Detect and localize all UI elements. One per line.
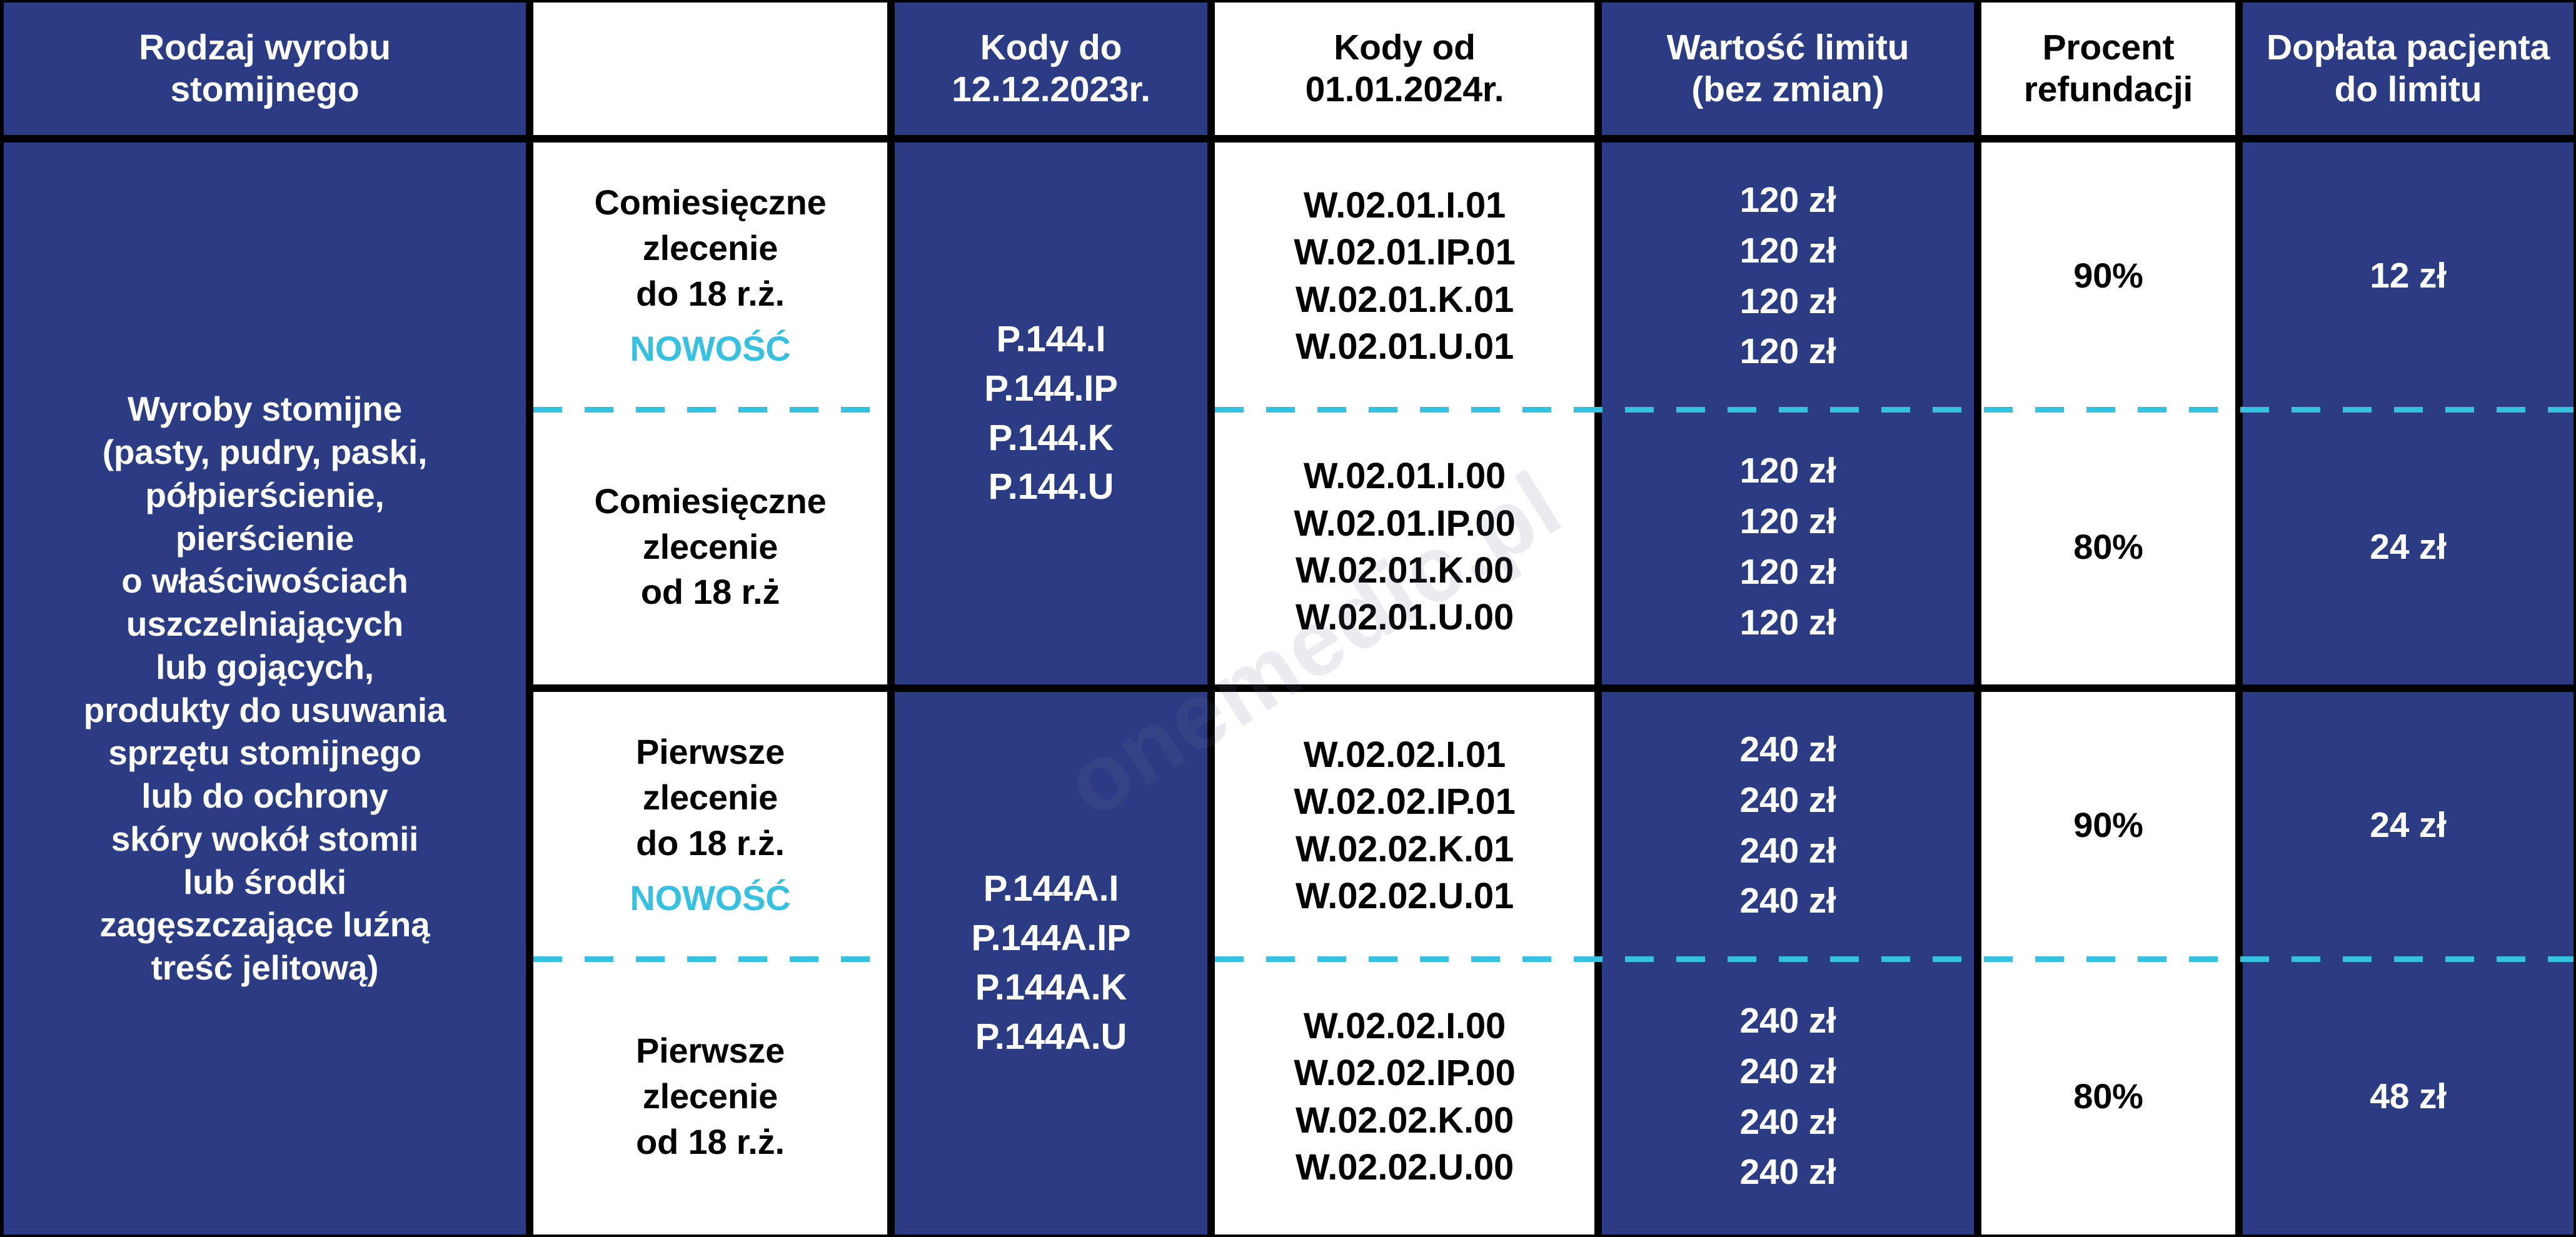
new-badge-2-1: NOWOŚĆ xyxy=(630,878,791,918)
new-codes-text-2-2: W.02.02.I.00 W.02.02.IP.00 W.02.02.K.00 W.0… xyxy=(1294,1005,1516,1188)
order-type-text-2-2: Pierwsze zlecenie od 18 r.ż. xyxy=(635,1031,785,1161)
limit-value-text-1-2: 120 zł 120 zł 120 zł 120 zł xyxy=(1739,451,1836,643)
old-codes-text-group-1: P.144.I P.144.IP P.144.K P.144.U xyxy=(984,318,1118,508)
old-codes-cell-group-2: P.144A.I P.144A.IP P.144A.K P.144A.U xyxy=(895,692,1207,1234)
order-type-text-1-2: Comiesięczne zlecenie od 18 r.ż xyxy=(594,481,827,612)
refund-percent-text-1-1: 90% xyxy=(2073,256,2143,296)
new-codes-cell-2-2: W.02.02.I.00 W.02.02.IP.00 W.02.02.K.00 W.0… xyxy=(1215,959,1594,1234)
header-new-codes-label: Kody od 01.01.2024r. xyxy=(1305,27,1504,109)
refund-percent-cell-2-1: 90% xyxy=(1981,692,2235,959)
order-type-cell-2-2: Pierwsze zlecenie od 18 r.ż. xyxy=(533,959,887,1234)
order-type-cell-1-1: Comiesięczne zlecenie do 18 r.ż. NOWOŚĆ xyxy=(533,143,887,409)
new-codes-cell-1-1: W.02.01.I.01 W.02.01.IP.01 W.02.01.K.01 W.0… xyxy=(1215,143,1594,409)
header-patient-copay: Dopłata pacjenta do limitu xyxy=(2243,3,2573,135)
limit-value-cell-2-1: 240 zł 240 zł 240 zł 240 zł xyxy=(1602,692,1974,959)
header-limit-value: Wartość limitu (bez zmian) xyxy=(1602,3,1974,135)
new-codes-text-1-2: W.02.01.I.00 W.02.01.IP.00 W.02.01.K.00 W.0… xyxy=(1294,456,1516,638)
new-codes-text-2-1: W.02.02.I.01 W.02.02.IP.01 W.02.02.K.01 W.0… xyxy=(1294,734,1516,916)
limit-value-cell-1-1: 120 zł 120 zł 120 zł 120 zł xyxy=(1602,143,1974,409)
patient-copay-text-1-1: 12 zł xyxy=(2370,256,2447,296)
header-product-type: Rodzaj wyrobu stomijnego xyxy=(4,3,526,135)
product-description-cell: Wyroby stomijne (pasty, pudry, paski, półp… xyxy=(4,143,526,1234)
old-codes-text-group-2: P.144A.I P.144A.IP P.144A.K P.144A.U xyxy=(971,868,1131,1057)
header-refund-percent-label: Procent refundacji xyxy=(2023,27,2193,109)
limit-value-text-2-2: 240 zł 240 zł 240 zł 240 zł xyxy=(1739,1000,1836,1193)
limit-value-cell-2-2: 240 zł 240 zł 240 zł 240 zł xyxy=(1602,959,1974,1234)
header-old-codes-label: Kody do 12.12.2023r. xyxy=(952,27,1150,109)
product-description-text: Wyroby stomijne (pasty, pudry, paski, półp… xyxy=(83,389,446,987)
order-type-text-1-1: Comiesięczne zlecenie do 18 r.ż. xyxy=(594,182,827,313)
header-old-codes: Kody do 12.12.2023r. xyxy=(895,3,1207,135)
refund-percent-text-1-2: 80% xyxy=(2073,526,2143,566)
refund-percent-cell-1-1: 90% xyxy=(1981,143,2235,409)
old-codes-cell-group-1: P.144.I P.144.IP P.144.K P.144.U xyxy=(895,143,1207,684)
refund-percent-cell-2-2: 80% xyxy=(1981,959,2235,1234)
patient-copay-cell-1-2: 24 zł xyxy=(2243,409,2573,684)
new-codes-cell-2-1: W.02.02.I.01 W.02.02.IP.01 W.02.02.K.01 W.0… xyxy=(1215,692,1594,959)
patient-copay-cell-2-2: 48 zł xyxy=(2243,959,2573,1234)
order-type-cell-1-2: Comiesięczne zlecenie od 18 r.ż xyxy=(533,409,887,684)
header-product-type-label: Rodzaj wyrobu stomijnego xyxy=(139,27,391,109)
new-codes-cell-1-2: W.02.01.I.00 W.02.01.IP.00 W.02.01.K.00 W.0… xyxy=(1215,409,1594,684)
header-limit-value-label: Wartość limitu (bez zmian) xyxy=(1666,27,1909,109)
new-codes-text-1-1: W.02.01.I.01 W.02.01.IP.01 W.02.01.K.01 W.0… xyxy=(1294,184,1516,367)
header-patient-copay-label: Dopłata pacjenta do limitu xyxy=(2267,27,2550,109)
order-type-cell-2-1: Pierwsze zlecenie do 18 r.ż. NOWOŚĆ xyxy=(533,692,887,959)
header-order-type xyxy=(533,3,887,135)
refund-percent-text-2-1: 90% xyxy=(2073,805,2143,845)
order-type-text-2-1: Pierwsze zlecenie do 18 r.ż. xyxy=(635,731,785,863)
refund-percent-text-2-2: 80% xyxy=(2073,1076,2143,1116)
patient-copay-text-2-2: 48 zł xyxy=(2370,1076,2447,1117)
header-new-codes: Kody od 01.01.2024r. xyxy=(1215,3,1594,135)
header-refund-percent: Procent refundacji xyxy=(1981,3,2235,135)
new-badge-1-1: NOWOŚĆ xyxy=(630,329,791,369)
limit-value-text-2-1: 240 zł 240 zł 240 zł 240 zł xyxy=(1739,729,1836,921)
refund-percent-cell-1-2: 80% xyxy=(1981,409,2235,684)
patient-copay-cell-2-1: 24 zł xyxy=(2243,692,2573,959)
patient-copay-cell-1-1: 12 zł xyxy=(2243,143,2573,409)
limit-value-text-1-1: 120 zł 120 zł 120 zł 120 zł xyxy=(1739,179,1836,372)
patient-copay-text-2-1: 24 zł xyxy=(2370,805,2447,846)
patient-copay-text-1-2: 24 zł xyxy=(2370,526,2447,567)
limit-value-cell-1-2: 120 zł 120 zł 120 zł 120 zł xyxy=(1602,409,1974,684)
